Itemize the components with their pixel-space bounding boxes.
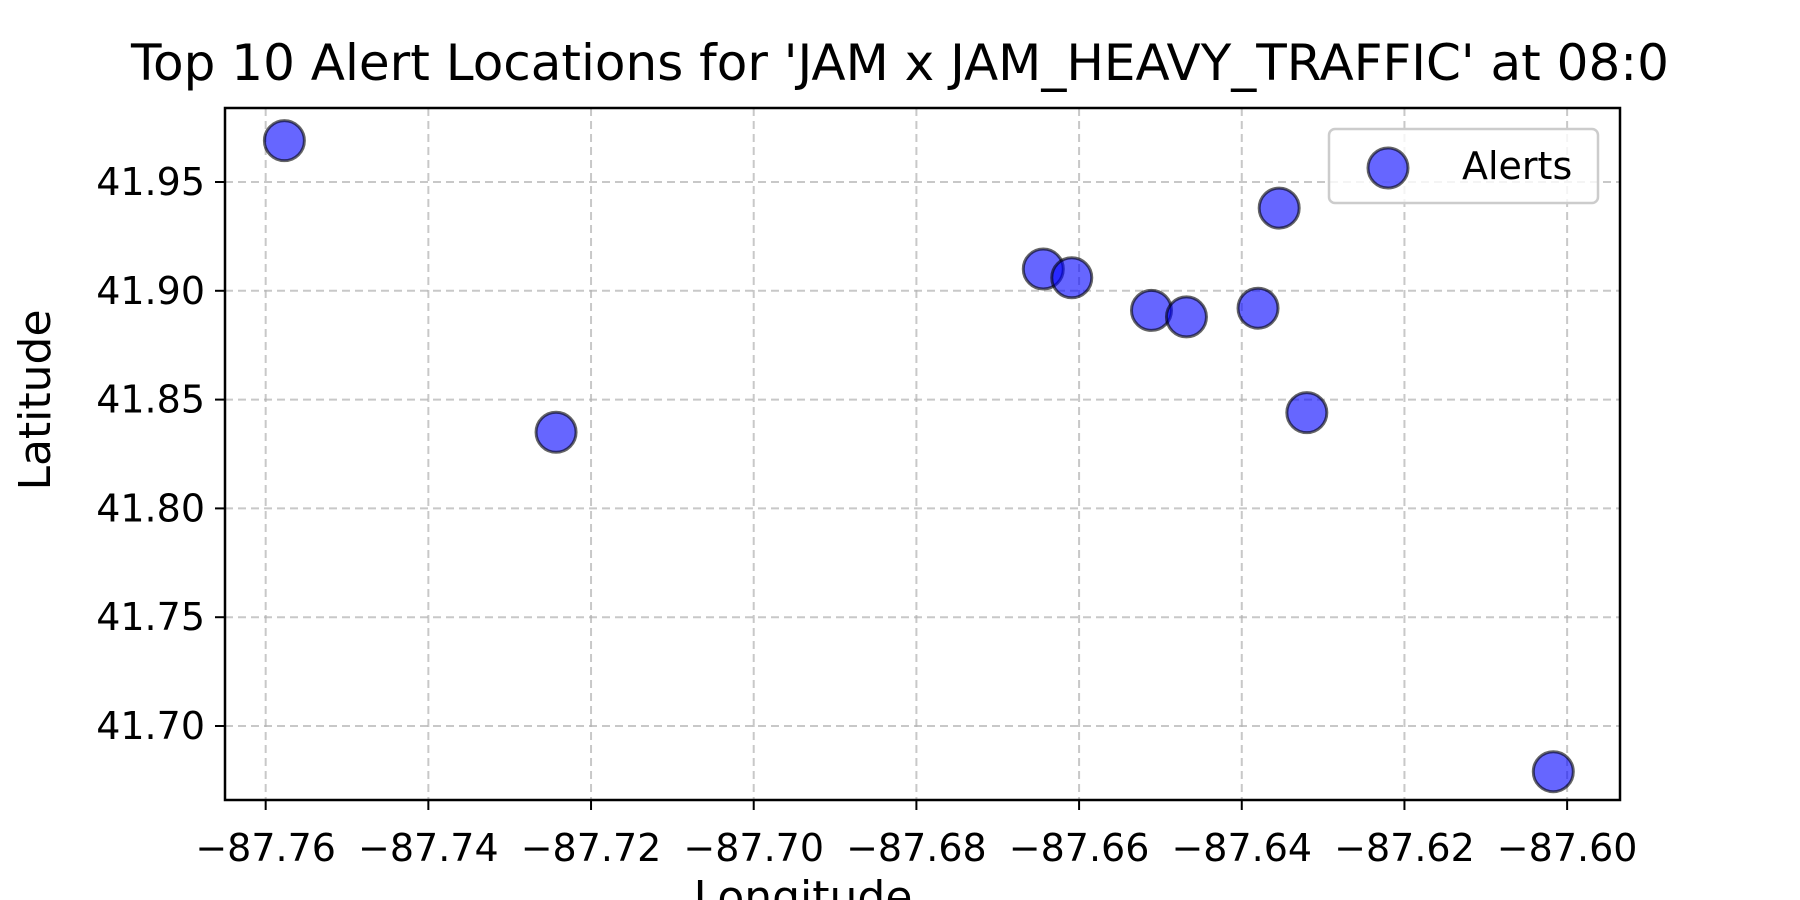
y-axis-label: Latitude — [10, 309, 61, 490]
scatter-point — [262, 119, 306, 163]
scatter-point — [1531, 750, 1575, 794]
x-tick-label: −87.62 — [1334, 826, 1475, 870]
x-tick-label: −87.60 — [1497, 826, 1638, 870]
scatter-point — [1164, 295, 1208, 339]
y-tick-label: 41.70 — [96, 704, 205, 748]
y-axis-ticks: 41.70 41.75 41.80 41.85 41.90 41.95 — [96, 160, 225, 748]
y-tick-label: 41.90 — [96, 269, 205, 313]
x-tick-label: −87.68 — [846, 826, 987, 870]
legend: Alerts — [1327, 127, 1600, 205]
y-tick-label: 41.75 — [96, 595, 205, 639]
y-tick-label: 41.95 — [96, 160, 205, 204]
y-tick-label: 41.85 — [96, 378, 205, 422]
x-axis-label: Longitude — [694, 872, 913, 900]
scatter-point — [534, 410, 578, 454]
scatter-point — [1236, 286, 1280, 330]
x-tick-label: −87.72 — [521, 826, 662, 870]
x-tick-label: −87.74 — [358, 826, 499, 870]
legend-marker-alerts — [1366, 146, 1410, 190]
scatter-point — [1129, 288, 1173, 332]
scatter-point — [1285, 391, 1329, 435]
data-points — [262, 119, 1575, 794]
x-tick-label: −87.66 — [1009, 826, 1150, 870]
x-axis-ticks: −87.76 −87.74 −87.72 −87.70 −87.68 −87.66 −87.… — [195, 800, 1637, 870]
scatter-point — [1050, 256, 1094, 300]
x-tick-label: −87.76 — [195, 826, 336, 870]
x-tick-label: −87.64 — [1171, 826, 1312, 870]
plot-frame — [223, 106, 1622, 802]
legend-label-alerts: Alerts — [1462, 144, 1572, 188]
scatter-point — [1257, 186, 1301, 230]
x-tick-label: −87.70 — [683, 826, 824, 870]
y-tick-label: 41.80 — [96, 486, 205, 530]
chart-title: Top 10 Alert Locations for 'JAM x JAM_HE… — [130, 34, 1669, 92]
